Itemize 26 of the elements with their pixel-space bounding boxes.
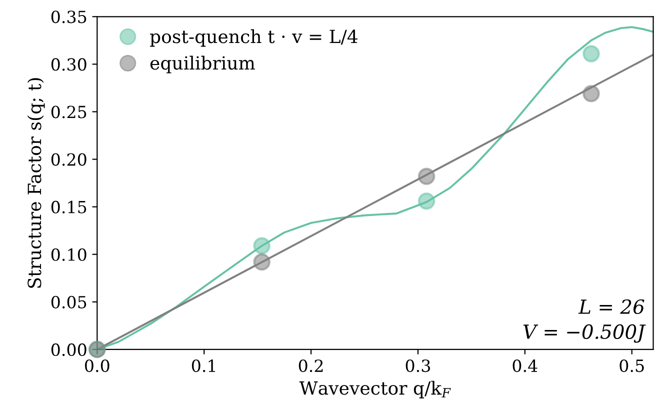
y-tick-label: 0.10 — [51, 248, 86, 261]
y-tick-label: 0.15 — [51, 200, 86, 214]
x-tick-label: 0.0 — [84, 359, 110, 372]
point — [418, 192, 436, 210]
point — [253, 237, 270, 254]
y-tick-label: 0.30 — [51, 58, 86, 71]
x-axis-title: Wavevector q/k$_{F}$ — [299, 380, 451, 398]
annotation: V = −0.500J — [523, 324, 646, 343]
point — [418, 168, 436, 186]
y-tick-label: 0.00 — [51, 343, 86, 356]
legend-label: post-quench t · v = L/4 — [150, 29, 358, 47]
y-axis-title: Structure Factor s(q; t) — [27, 78, 45, 288]
y-tick-label: 0.20 — [51, 153, 86, 166]
annotation: L = 26 — [578, 299, 644, 314]
y-tick-label: 0.05 — [51, 296, 86, 308]
x-tick-label: 0.5 — [620, 359, 644, 372]
x-tick-label: 0.2 — [298, 359, 323, 372]
x-tick-label: 0.3 — [406, 359, 430, 372]
point — [582, 45, 600, 62]
point — [582, 85, 600, 102]
x-tick-label: 0.4 — [512, 359, 538, 372]
point — [253, 253, 270, 271]
y-tick-label: 0.25 — [51, 106, 86, 118]
x-tick-label: 0.1 — [192, 359, 215, 372]
y-tick-label: 0.35 — [51, 10, 86, 24]
legend-label: equilibrium — [150, 56, 255, 74]
